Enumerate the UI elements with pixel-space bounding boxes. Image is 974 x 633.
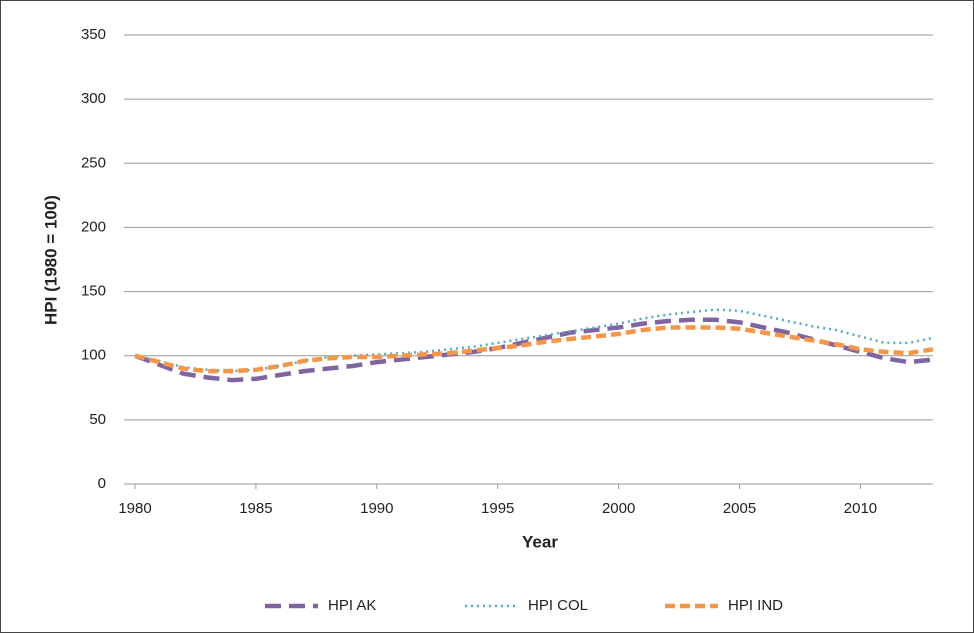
- y-tick-label: 200: [81, 218, 106, 235]
- y-tick-label: 350: [81, 26, 106, 43]
- y-tick-label: 0: [98, 475, 106, 492]
- y-tick-label: 50: [89, 411, 106, 428]
- y-axis-title: HPI (1980 = 100): [41, 195, 60, 325]
- x-tick-label: 1995: [481, 500, 514, 517]
- x-tick-label: 1980: [118, 500, 151, 517]
- y-tick-label: 150: [81, 283, 106, 300]
- legend-label: HPI AK: [328, 597, 376, 614]
- legend-label: HPI IND: [728, 597, 783, 614]
- y-tick-label: 300: [81, 90, 106, 107]
- x-axis-title: Year: [522, 532, 558, 551]
- x-tick-label: 1990: [360, 500, 393, 517]
- x-tick-label: 2005: [723, 500, 756, 517]
- y-tick-label: 250: [81, 154, 106, 171]
- y-tick-label: 100: [81, 347, 106, 364]
- x-tick-label: 2010: [844, 500, 877, 517]
- series-line: [134, 308, 934, 373]
- legend-label: HPI COL: [528, 597, 588, 614]
- series-line: [134, 317, 934, 383]
- x-tick-label: 2000: [602, 500, 635, 517]
- x-tick-label: 1985: [239, 500, 272, 517]
